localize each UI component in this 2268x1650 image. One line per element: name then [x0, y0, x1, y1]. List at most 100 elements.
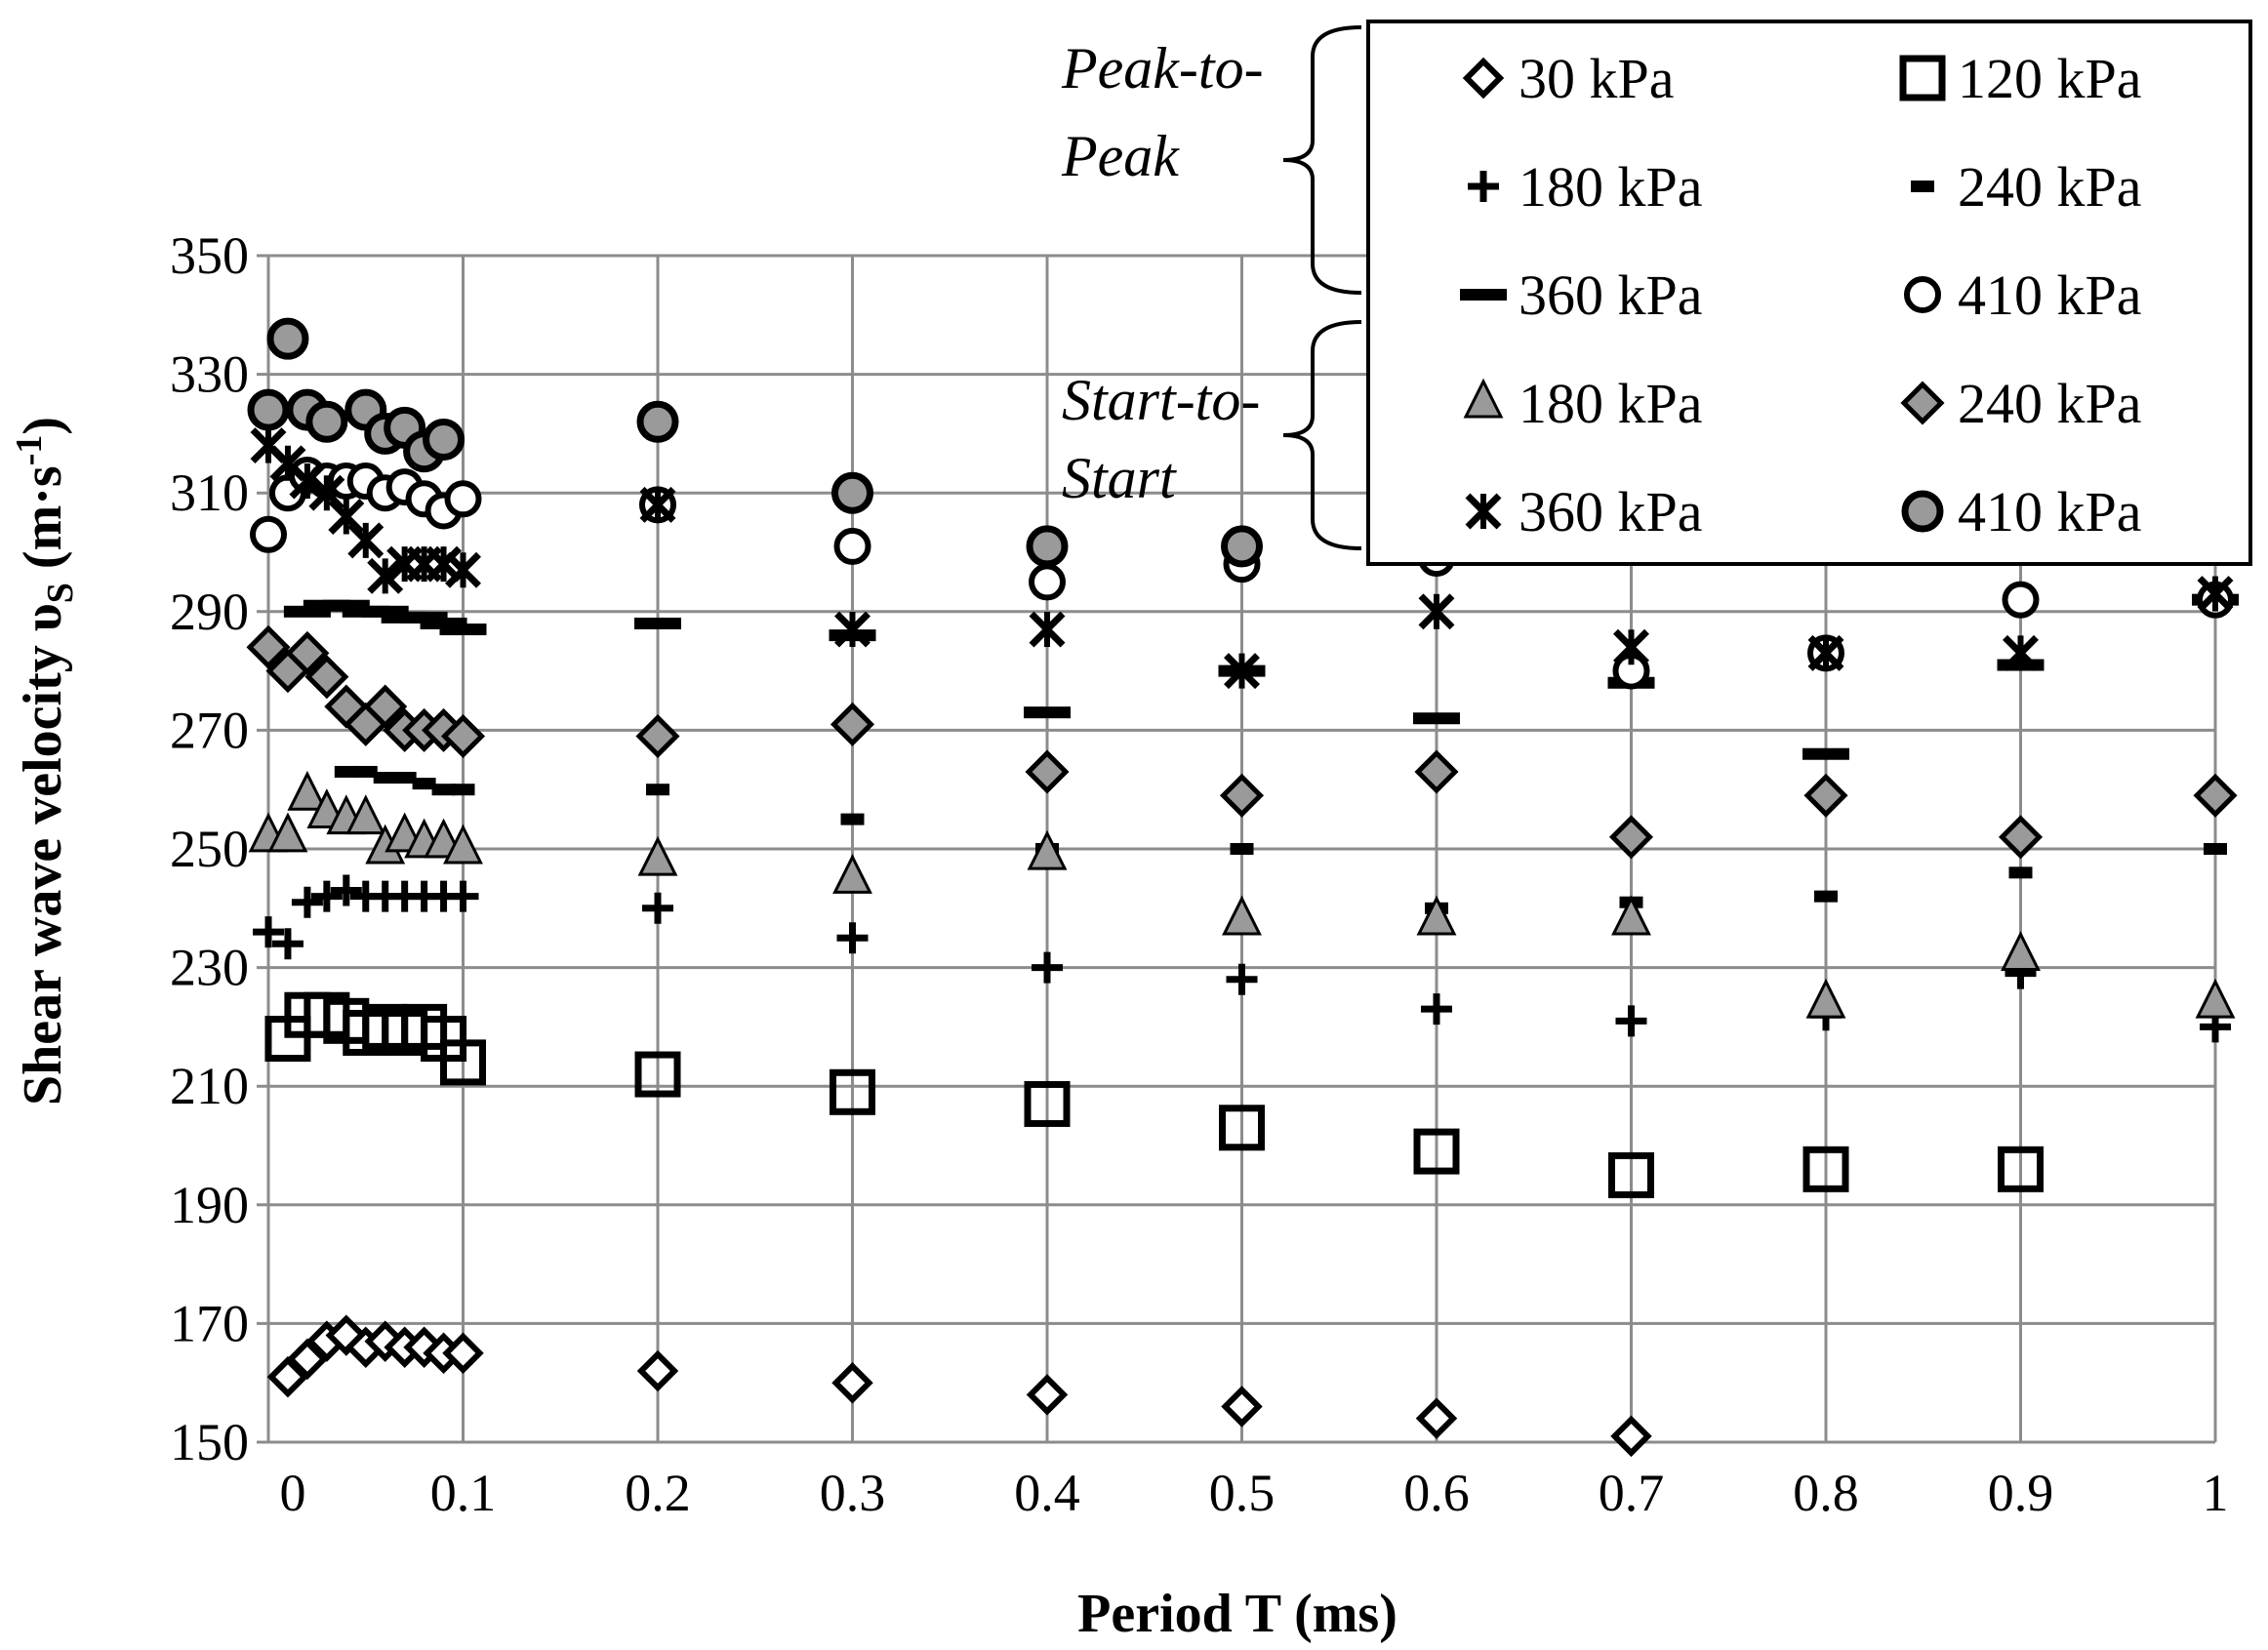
legend-label: 120 kPa: [1958, 47, 2142, 110]
data-point: [443, 824, 483, 865]
legend-marker: [1468, 171, 1499, 202]
legend-marker: [1460, 289, 1507, 301]
triangle-marker: [443, 824, 483, 865]
square-marker: [1413, 1128, 1460, 1175]
data-point: [445, 551, 481, 588]
data-point: [840, 813, 865, 825]
data-point: [830, 702, 875, 746]
legend-marker: [1900, 381, 1945, 425]
diamond-marker: [246, 624, 291, 669]
data-point: [636, 400, 679, 443]
diamond-marker: [831, 1361, 873, 1404]
dash-marker: [1460, 289, 1507, 301]
dash-marker: [373, 772, 397, 785]
legend-group-label: Peak: [1061, 124, 1180, 188]
data-point: [447, 880, 479, 912]
circle-marker: [831, 471, 873, 514]
circle-marker: [1901, 490, 1944, 533]
series-5: [250, 456, 2234, 690]
diamond-marker: [635, 713, 680, 759]
dash-marker: [334, 765, 358, 778]
legend-marker: [1462, 57, 1505, 100]
data-point: [1221, 525, 1263, 568]
data-point: [392, 772, 417, 785]
circle-marker: [444, 480, 482, 518]
y-tick-label: 210: [170, 1057, 249, 1115]
legend: 30 kPa 120 kPa 180 kPa 240 kPa 360 kPa 410 kP…: [1366, 20, 2252, 566]
circle-marker: [305, 400, 348, 443]
diamond-marker: [440, 713, 486, 759]
legend-group-label: Start-to-: [1062, 368, 1260, 432]
data-point: [1024, 706, 1071, 719]
square-marker: [1219, 1105, 1265, 1151]
data-point: [305, 400, 348, 443]
dash-marker: [2008, 866, 2033, 879]
data-point: [289, 463, 326, 500]
y-axis-title-unit-close: ): [13, 417, 73, 435]
legend-item: 240 kPa: [1911, 155, 2142, 219]
data-point: [353, 765, 378, 778]
triangle-marker: [2001, 931, 2041, 971]
diamond-marker: [1462, 57, 1505, 100]
legend-item: 120 kPa: [1899, 47, 2142, 110]
circle-marker: [1026, 525, 1069, 568]
dash-marker: [392, 772, 417, 785]
diamond-marker: [285, 630, 330, 675]
data-point: [1413, 712, 1460, 725]
diamond-marker: [830, 702, 875, 746]
data-point: [2204, 843, 2227, 855]
legend-label: 410 kPa: [1958, 480, 2142, 543]
triangle-marker: [345, 794, 386, 835]
data-point: [345, 794, 386, 835]
data-point: [637, 835, 678, 876]
data-point: [1224, 653, 1260, 690]
dash-marker: [1230, 843, 1254, 855]
data-point: [1029, 563, 1066, 601]
data-point: [1613, 628, 1649, 665]
legend-marker: [1899, 55, 1946, 101]
data-point: [834, 611, 871, 648]
data-point: [634, 1051, 681, 1098]
triangle-marker: [1222, 895, 1262, 936]
dash-marker: [840, 813, 865, 825]
diamond-marker: [1026, 1374, 1069, 1416]
y-tick-label: 330: [170, 345, 249, 404]
data-point: [2003, 634, 2039, 671]
data-point: [1415, 1397, 1458, 1439]
series-4: [283, 593, 2239, 760]
series-8: [250, 427, 2234, 690]
triangle-marker: [287, 770, 328, 811]
dash-marker: [1413, 712, 1460, 725]
data-point: [2195, 978, 2236, 1019]
x-tick-label: 0.6: [1403, 1464, 1470, 1522]
x-tick-label: 0.2: [625, 1464, 691, 1522]
data-point: [253, 916, 284, 948]
y-tick-label: 150: [170, 1413, 249, 1471]
triangle-marker: [1805, 978, 1846, 1019]
legend-item: 410 kPa: [1904, 263, 2142, 327]
data-point: [1803, 773, 1848, 818]
data-point: [330, 874, 362, 906]
dash-marker: [439, 624, 487, 636]
legend-label: 360 kPa: [1519, 480, 1703, 543]
data-point: [440, 1039, 486, 1086]
data-point: [636, 1349, 679, 1392]
data-point: [287, 770, 328, 811]
data-point: [250, 515, 287, 553]
data-point: [1219, 1105, 1265, 1151]
legend-marker: [1911, 181, 1934, 192]
circle-marker: [1029, 563, 1066, 601]
data-point: [1027, 829, 1068, 870]
x-axis-ticks: 0 0.1 0.2 0.3 0.4 0.5 0.6 0.7 0.8 0.9 1: [280, 1464, 2229, 1522]
data-point: [635, 713, 680, 759]
data-point: [833, 527, 871, 565]
data-point: [1807, 634, 1844, 671]
legend-label: 240 kPa: [1958, 155, 2142, 219]
data-point: [634, 617, 681, 629]
series-7: [246, 624, 2238, 860]
data-point: [1416, 895, 1457, 936]
diamond-marker: [1415, 1397, 1458, 1439]
data-point: [1418, 593, 1455, 630]
data-markers: [246, 317, 2239, 1458]
data-point: [1032, 951, 1063, 984]
